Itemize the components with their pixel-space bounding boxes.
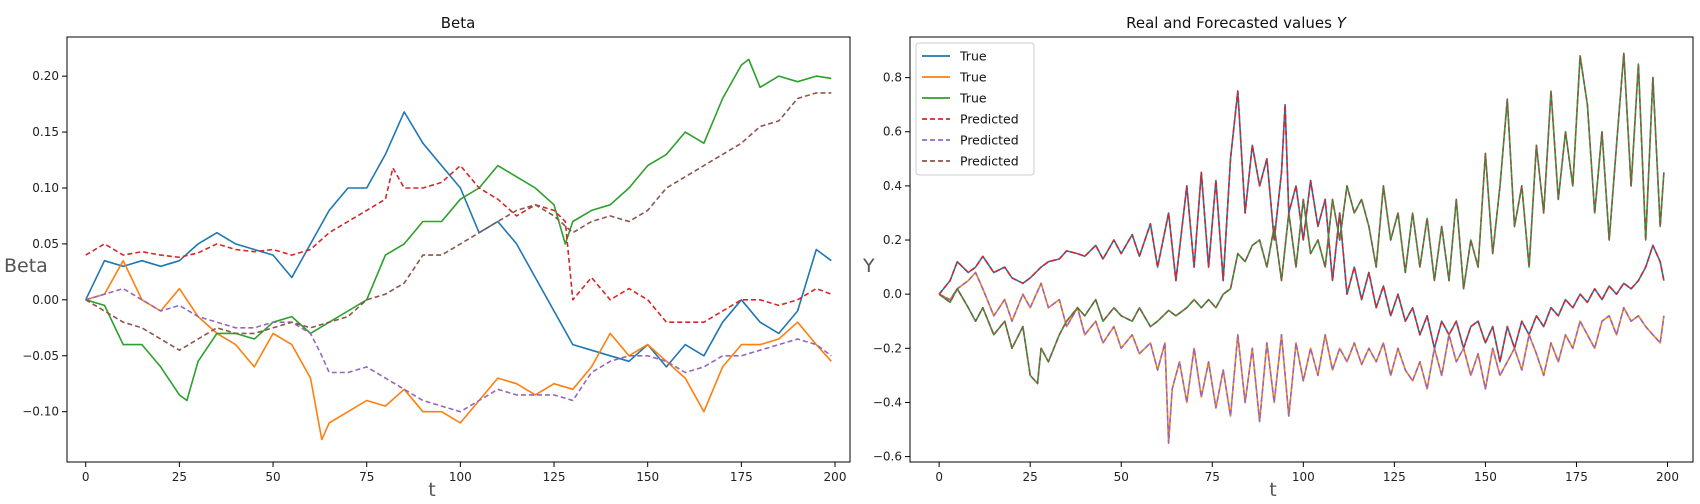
forecast-y-tick-label: 0.6: [883, 125, 902, 139]
forecast-predicted-line: [938, 52, 1665, 385]
legend-entry-label: Predicted: [960, 154, 1019, 169]
forecast-x-tick-label: 150: [1474, 470, 1497, 484]
forecast-y-tick-label: −0.4: [873, 395, 902, 409]
beta-y-tick-label: 0.20: [32, 69, 59, 83]
beta-axes-frame: [66, 36, 851, 463]
beta-series-line: [84, 111, 832, 368]
beta-x-tick-label: 75: [359, 470, 374, 484]
beta-y-axis: −0.10 −0.05 0.00 0.05 0.10 0.15 0.20: [22, 69, 67, 419]
beta-y-axis-label: Beta: [4, 255, 48, 277]
forecast-chart-title-math: Y: [1337, 14, 1348, 32]
forecast-y-tick-label: −0.6: [873, 450, 902, 464]
forecast-y-tick-label: 0.8: [883, 71, 902, 85]
legend-frame: [915, 42, 1035, 176]
forecast-x-tick-label: 175: [1565, 470, 1588, 484]
forecast-predicted-line: [938, 271, 1665, 444]
beta-x-axis: 0 25 50 75 100 125 150 175 200: [82, 462, 847, 484]
forecast-chart-title: Real and Forecasted values Y: [1126, 14, 1348, 32]
forecast-y-tick-label: 0.0: [883, 287, 902, 301]
forecast-x-tick-label: 100: [1292, 470, 1315, 484]
forecast-series-line: [938, 271, 1665, 444]
beta-x-tick-label: 50: [265, 470, 280, 484]
forecast-y-tick-label: 0.4: [883, 179, 902, 193]
beta-y-tick-label: 0.15: [32, 125, 59, 139]
beta-chart: Beta 0 25 50 75 100 125 150 175 200 −0.10 −0.05 0.…: [4, 14, 851, 501]
beta-x-tick-label: 125: [543, 470, 566, 484]
forecast-chart-title-text: Real and Forecasted values: [1126, 14, 1337, 32]
forecast-x-tick-label: 75: [1205, 470, 1220, 484]
legend-entry-label: True: [959, 49, 987, 64]
forecast-chart: Real and Forecasted values Y 0 25 50 75 100 1…: [862, 14, 1694, 501]
forecast-series-line: [938, 90, 1665, 363]
legend-entry-label: True: [959, 70, 987, 85]
forecast-predicted-line: [938, 90, 1665, 363]
beta-x-tick-label: 150: [636, 470, 659, 484]
forecast-x-tick-label: 0: [935, 470, 943, 484]
legend-entry-label: Predicted: [960, 133, 1019, 148]
forecast-x-tick-label: 200: [1656, 470, 1679, 484]
forecast-y-tick-label: −0.2: [873, 341, 902, 355]
forecast-y-axis-label: Y: [862, 255, 875, 277]
beta-x-tick-label: 200: [824, 470, 847, 484]
beta-x-tick-label: 0: [82, 470, 90, 484]
forecast-x-tick-label: 125: [1383, 470, 1406, 484]
beta-series-line: [85, 287, 832, 413]
legend-entry-label: Predicted: [960, 112, 1019, 127]
beta-y-tick-label: 0.05: [32, 237, 59, 251]
beta-series-line: [85, 164, 832, 324]
beta-y-tick-label: −0.10: [22, 405, 59, 419]
beta-y-tick-label: 0.00: [32, 293, 59, 307]
forecast-x-axis-label: t: [1269, 479, 1276, 500]
beta-y-tick-label: 0.10: [32, 181, 59, 195]
beta-x-tick-label: 25: [172, 470, 187, 484]
beta-y-tick-label: −0.05: [22, 349, 59, 363]
beta-series-line: [85, 92, 832, 352]
beta-x-tick-label: 100: [449, 470, 472, 484]
forecast-legend: True True True Predicted Predicted Predicted: [915, 42, 1035, 176]
beta-x-tick-label: 175: [730, 470, 753, 484]
forecast-axes-frame: [909, 36, 1694, 463]
legend-entry-label: True: [959, 91, 987, 106]
forecast-x-tick-label: 50: [1114, 470, 1129, 484]
beta-x-axis-label: t: [428, 479, 435, 500]
forecast-x-tick-label: 25: [1023, 470, 1038, 484]
forecast-x-axis: 0 25 50 75 100 125 150 175 200: [935, 462, 1679, 484]
beta-series-line: [85, 58, 832, 402]
forecast-plot-area: [938, 52, 1665, 444]
beta-plot-area: [84, 58, 832, 441]
beta-series-line: [85, 259, 832, 441]
forecast-y-tick-label: 0.2: [883, 233, 902, 247]
beta-chart-title: Beta: [441, 14, 476, 32]
forecast-y-axis: −0.6 −0.4 −0.2 0.0 0.2 0.4 0.6 0.8: [873, 71, 910, 464]
